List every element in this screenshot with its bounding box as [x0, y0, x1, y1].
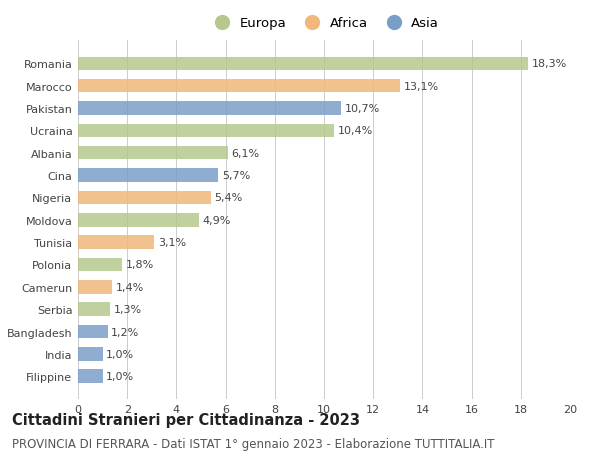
Text: Cittadini Stranieri per Cittadinanza - 2023: Cittadini Stranieri per Cittadinanza - 2…	[12, 413, 360, 428]
Legend: Europa, Africa, Asia: Europa, Africa, Asia	[203, 12, 445, 36]
Bar	[78, 236, 154, 249]
Bar	[78, 191, 211, 205]
Text: 1,3%: 1,3%	[113, 304, 142, 314]
Text: 1,0%: 1,0%	[106, 371, 134, 381]
Text: 1,2%: 1,2%	[111, 327, 139, 337]
Bar	[78, 102, 341, 116]
Bar	[78, 280, 112, 294]
Bar	[78, 213, 199, 227]
Text: 13,1%: 13,1%	[404, 82, 439, 91]
Bar	[78, 303, 110, 316]
Text: 10,4%: 10,4%	[338, 126, 373, 136]
Text: 5,7%: 5,7%	[222, 171, 250, 181]
Text: 5,4%: 5,4%	[215, 193, 243, 203]
Text: 6,1%: 6,1%	[232, 148, 260, 158]
Bar	[78, 124, 334, 138]
Bar	[78, 369, 103, 383]
Text: PROVINCIA DI FERRARA - Dati ISTAT 1° gennaio 2023 - Elaborazione TUTTITALIA.IT: PROVINCIA DI FERRARA - Dati ISTAT 1° gen…	[12, 437, 494, 451]
Bar	[78, 347, 103, 361]
Text: 4,9%: 4,9%	[202, 215, 230, 225]
Bar	[78, 57, 528, 71]
Text: 1,4%: 1,4%	[116, 282, 145, 292]
Bar	[78, 147, 228, 160]
Text: 3,1%: 3,1%	[158, 238, 186, 247]
Bar	[78, 169, 218, 182]
Text: 1,0%: 1,0%	[106, 349, 134, 359]
Text: 1,8%: 1,8%	[126, 260, 154, 270]
Bar	[78, 258, 122, 272]
Text: 18,3%: 18,3%	[532, 59, 567, 69]
Text: 10,7%: 10,7%	[345, 104, 380, 114]
Bar	[78, 80, 400, 93]
Bar	[78, 325, 107, 338]
